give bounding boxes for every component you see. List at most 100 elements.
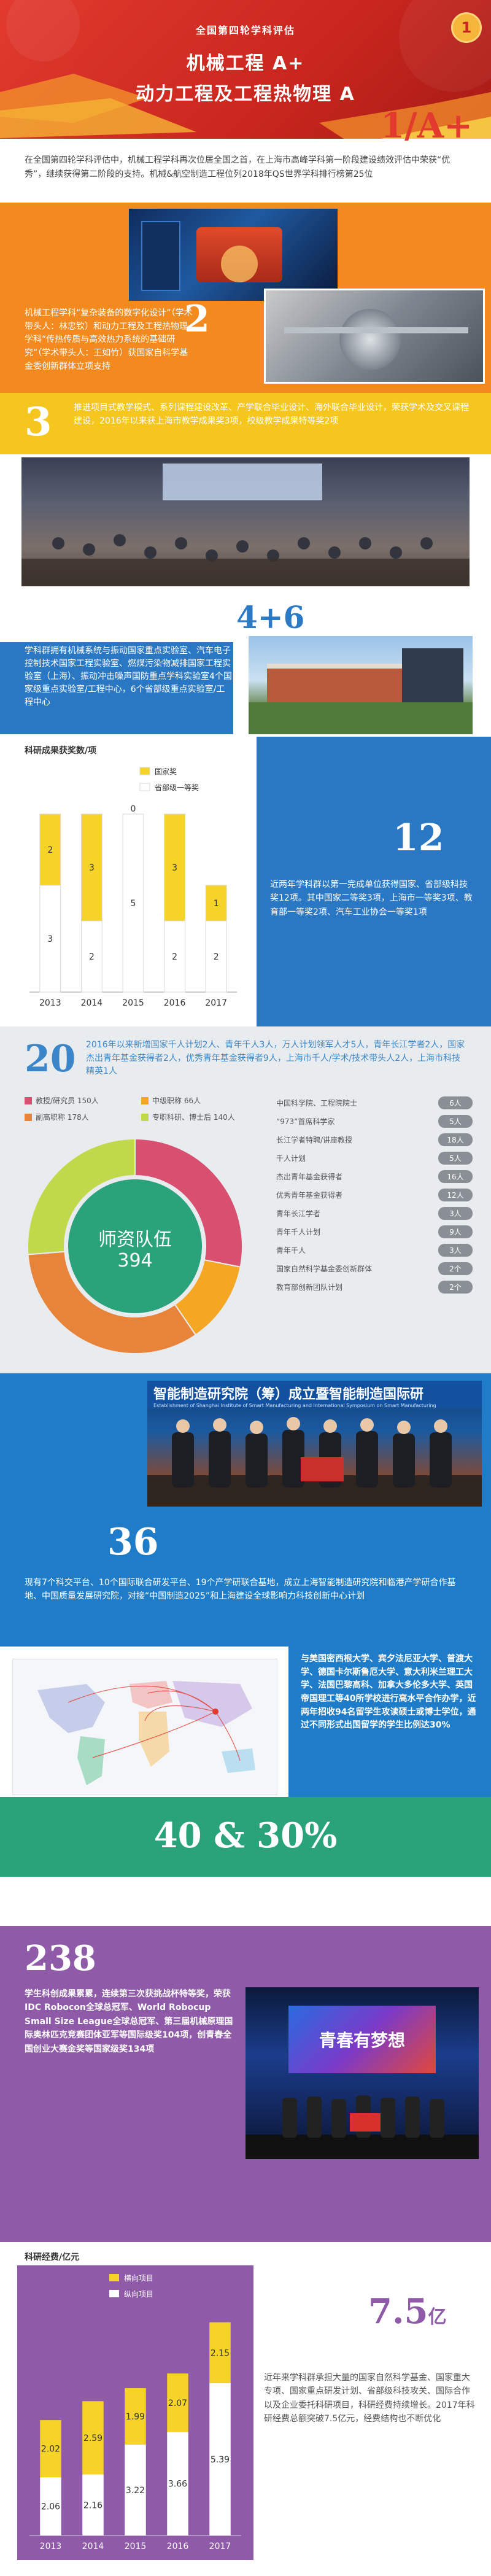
honor-row: 青年千人计划 9人 [276, 1224, 473, 1239]
legend-label-1: 纵向项目 [124, 2289, 153, 2299]
turbine-photo [264, 289, 485, 384]
banner-title: 智能制造研究院（筹）成立暨智能制造国际研 [153, 1387, 424, 1402]
world-map [12, 1659, 277, 1795]
sec2-description: 机械工程学科“复杂装备的数字化设计”（学术带头人：林忠钦）和动力工程及工程热物理… [25, 308, 193, 371]
hero-line2: 动力工程及工程热物理 A [136, 83, 355, 105]
legend-label-0: 横向项目 [124, 2273, 153, 2283]
honor-name: 长江学者特聘/讲座教授 [276, 1135, 353, 1144]
honors-list: 中国科学院、工程院院士 6人 “973”首席科学家 5人 长江学者特聘/讲座教授 18人千… [276, 1095, 473, 1298]
honor-name: 青年千人计划 [276, 1227, 321, 1236]
honor-count-badge: 16人 [438, 1170, 473, 1183]
x-tick-2016: 2016 [167, 2542, 189, 2551]
bar-value-0-2015: 0 [131, 804, 136, 814]
honor-row: 长江学者特聘/讲座教授 18人 [276, 1132, 473, 1147]
x-tick-2014: 2014 [81, 998, 103, 1008]
honor-name: 青年长江学者 [276, 1209, 321, 1218]
honor-name: 国家自然科学基金委创新群体 [276, 1264, 373, 1273]
hero-subtitle: 全国第四轮学科评估 [195, 25, 295, 36]
honor-count-badge: 5人 [438, 1151, 473, 1165]
honor-count-badge: 2个 [438, 1262, 473, 1275]
honor-name: 中国科学院、工程院院士 [276, 1098, 358, 1108]
platform-big-number: 36 [107, 1521, 159, 1564]
sec46-big-number: 4+6 [236, 599, 305, 635]
sec46-blue-panel [0, 642, 233, 734]
hero-section: 1 全国第四轮学科评估 机械工程 A+ 动力工程及工程热物理 A 1/A+ 在全… [0, 0, 491, 203]
donut-center [68, 1179, 202, 1313]
banner-subtitle: Establishment of Shanghai Institute of S… [153, 1403, 436, 1408]
honor-count-badge: 6人 [438, 1096, 473, 1109]
bar-value-1-2013: 3 [47, 934, 53, 944]
legend-professor: 教授/研究员 150人 [25, 1095, 141, 1106]
honor-row: 千人计划 5人 [276, 1150, 473, 1165]
bar-value-1-2014: 2.16 [83, 2500, 102, 2510]
stage-screen-text: 青春有梦想 [319, 2030, 405, 2050]
bar-value-0-2014: 2.59 [83, 2434, 102, 2443]
team-section: 20 2016年以来新增国家千人计划2人、青年千人3人，万人计划领军人才5人，青… [0, 1026, 491, 1373]
funding-bar-chart: 2.06 2.02 2013 2.16 2.59 2014 3.22 1.99 2015 3.66… [29, 2273, 241, 2551]
bar-0-2015 [125, 2388, 146, 2445]
bar-value-1-2015: 3.22 [126, 2486, 145, 2496]
bar-0-2016 [164, 813, 185, 921]
international-green-band-dark [0, 1877, 491, 1926]
honor-row: 教育部创新团队计划 2个 [276, 1279, 473, 1294]
x-tick-2013: 2013 [40, 2542, 62, 2551]
bar-value-1-2017: 2 [214, 952, 219, 962]
funding-big-unit: 亿 [428, 2306, 447, 2328]
sec2-big-number: 2 [184, 298, 210, 341]
bar-value-1-2016: 2 [172, 952, 177, 962]
bar-1-2017 [205, 920, 227, 993]
funding-description: 近年来学科群承担大量的国家自然科学基金、国家重大专项、国家重点研发计划、省部级科… [264, 2373, 475, 2424]
bar-value-1-2017: 5.39 [211, 2455, 230, 2465]
bar-1-2016 [164, 920, 185, 993]
legend-swatch-1 [109, 2290, 119, 2297]
bar-0-2014 [82, 2401, 104, 2475]
medal-icon: 1 [451, 12, 482, 43]
awards-big-number: 12 [393, 817, 444, 859]
honor-row: “973”首席科学家 5人 [276, 1114, 473, 1128]
bar-value-0-2013: 2 [47, 845, 53, 855]
stage-people [246, 2095, 479, 2159]
bar-value-0-2017: 2.15 [211, 2348, 230, 2358]
awards-section: 科研成果获奖数/项 3 2 2013 2 3 2014 5 0 2015 2 3 2016 2 1 2017… [0, 737, 491, 1026]
world-map-illustration [37, 1681, 255, 1785]
x-tick-2015: 2015 [125, 2542, 147, 2551]
team-big-number: 20 [25, 1038, 76, 1080]
bar-0-2013 [39, 813, 61, 886]
campus-building-photo [249, 636, 473, 734]
international-section: 与美国密西根大学、宾夕法尼亚大学、普渡大学、德国卡尔斯鲁厄大学、意大利米兰理工大… [0, 1647, 491, 1926]
students-big-number: 238 [25, 1938, 96, 1979]
x-tick-2017: 2017 [205, 998, 227, 1008]
bar-value-1-2014: 2 [89, 952, 95, 962]
international-big-number: 40 & 30% [153, 1815, 338, 1856]
legend-intermediate: 中级职称 66人 [141, 1095, 258, 1106]
students-description: 学生科创成果累累，连续第三次获挑战杯特等奖，荣获IDC Robocon全球总冠军… [25, 1989, 233, 2054]
funding-big-wrap: 7.5亿 [368, 2291, 446, 2332]
x-tick-2014: 2014 [82, 2542, 104, 2551]
classroom-photo [21, 457, 470, 586]
bar-value-0-2014: 3 [89, 863, 95, 873]
sec3-big-number: 3 [25, 399, 52, 445]
bar-value-0-2017: 1 [214, 899, 219, 909]
honor-row: 杰出青年基金获得者 16人 [276, 1169, 473, 1184]
bar-0-2016 [167, 2373, 188, 2432]
honor-count-badge: 5人 [438, 1114, 473, 1128]
bar-value-0-2013: 2.02 [41, 2445, 60, 2454]
honor-count-badge: 9人 [438, 1225, 473, 1238]
bar-value-1-2015: 5 [131, 899, 136, 909]
section-4-6: 4+6 学科群拥有机械系统与振动国家重点实验室、汽车电子控制技术国家工程实验室、… [0, 593, 491, 737]
funding-left-panel: 2.06 2.02 2013 2.16 2.59 2014 3.22 1.99 2015 3.66… [17, 2265, 253, 2560]
bar-1-2013 [40, 2477, 61, 2535]
awards-chart-title: 科研成果获奖数/项 [25, 746, 97, 756]
bar-value-1-2013: 2.06 [41, 2502, 60, 2512]
funding-big-number: 7.5 [368, 2291, 428, 2332]
honor-row: 国家自然科学基金委创新群体 2个 [276, 1261, 473, 1276]
bar-0-2017 [209, 2322, 231, 2383]
legend-swatch-1 [139, 783, 150, 791]
section-2: 2 机械工程学科“复杂装备的数字化设计”（学术带头人：林忠钦）和动力工程及工程热… [0, 203, 491, 393]
legend-swatch-0 [109, 2274, 119, 2281]
x-tick-2013: 2013 [39, 998, 61, 1008]
funding-chart-title: 科研经费/亿元 [25, 2252, 80, 2262]
bar-value-1-2016: 3.66 [168, 2480, 187, 2489]
students-section: 238 学生科创成果累累，连续第三次获挑战杯特等奖，荣获IDC Robocon全… [0, 1926, 491, 2242]
team-donut-total: 394 [117, 1250, 153, 1271]
